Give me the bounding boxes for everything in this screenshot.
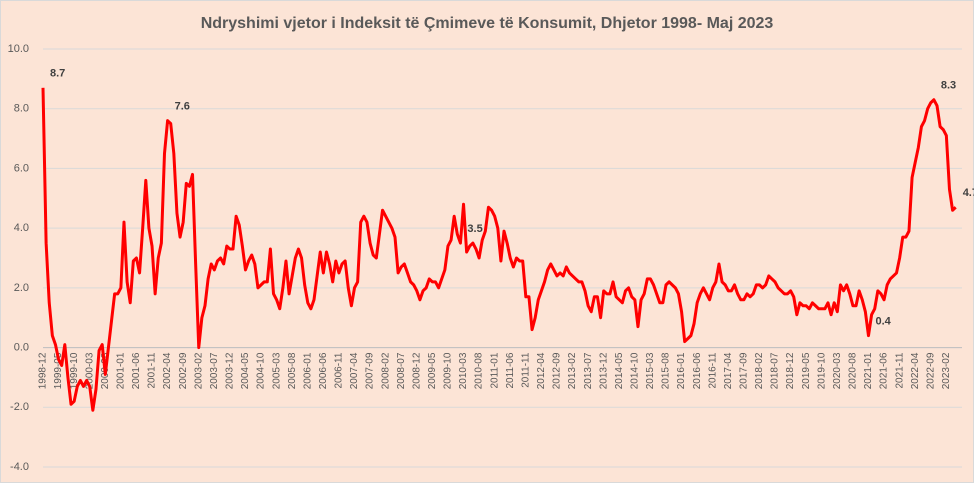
data-label: 8.7 (50, 68, 65, 80)
x-tick-label: 2004-05 (240, 352, 251, 389)
x-tick-label: 2008-07 (396, 352, 407, 389)
data-label: 4.7 (963, 187, 974, 199)
x-tick-label: 2018-07 (770, 352, 781, 389)
x-tick-label: 2004-10 (256, 352, 267, 389)
data-label: 8.3 (941, 80, 956, 92)
x-tick-label: 2011-11 (520, 352, 531, 388)
x-tick-label: 2020-08 (848, 352, 859, 389)
data-label: 7.6 (175, 101, 190, 113)
x-tick-label: 2010-03 (458, 352, 469, 389)
data-label: 0.4 (875, 316, 891, 328)
x-tick-label: 2001-06 (131, 352, 142, 389)
x-tick-label: 2016-06 (692, 352, 703, 389)
x-tick-label: 2001-01 (116, 352, 127, 389)
x-tick-label: 2019-05 (801, 352, 812, 389)
x-tick-label: 2017-09 (739, 352, 750, 389)
x-tick-label: 1999-10 (69, 352, 80, 389)
x-tick-label: 2003-12 (225, 352, 236, 389)
x-tick-label: 2013-07 (583, 352, 594, 389)
y-tick-label: -2.0 (10, 401, 29, 413)
x-tick-label: 2006-01 (302, 352, 313, 389)
x-tick-label: 2012-04 (536, 352, 547, 389)
x-tick-label: 2014-05 (614, 352, 625, 389)
x-tick-label: 2009-05 (427, 352, 438, 389)
x-tick-label: 2010-08 (474, 352, 485, 389)
x-tick-label: 2006-11 (334, 352, 345, 388)
x-tick-label: 1998-12 (38, 352, 49, 389)
x-tick-label: 2007-09 (365, 352, 376, 389)
x-tick-label: 2019-10 (816, 352, 827, 389)
y-tick-label: 8.0 (14, 103, 29, 115)
x-tick-label: 2013-12 (598, 352, 609, 389)
x-tick-label: 2021-01 (863, 352, 874, 389)
x-tick-label: 2023-02 (941, 352, 952, 389)
chart-title: Ndryshimi vjetor i Indeksit të Çmimeve t… (201, 15, 774, 32)
x-tick-label: 2016-01 (676, 352, 687, 389)
x-tick-label: 2008-02 (380, 352, 391, 389)
x-tick-label: 2021-06 (879, 352, 890, 389)
x-tick-label: 2022-04 (910, 352, 921, 389)
data-line (41, 87, 957, 412)
x-tick-label: 2017-04 (723, 352, 734, 389)
x-tick-label: 2020-03 (832, 352, 843, 389)
x-tick-label: 2000-03 (84, 352, 95, 389)
x-tick-label: 2014-10 (629, 352, 640, 389)
x-tick-label: 2011-01 (489, 352, 500, 388)
data-label: 3.5 (467, 223, 482, 235)
y-tick-label: 0.0 (14, 341, 29, 353)
y-tick-label: 4.0 (14, 222, 29, 234)
x-tick-label: 2009-10 (443, 352, 454, 389)
x-tick-label: 2002-04 (162, 352, 173, 389)
x-tick-label: 2003-07 (209, 352, 220, 389)
x-tick-label: 1999-05 (53, 352, 64, 389)
x-tick-label: 2001-11 (147, 352, 158, 388)
x-tick-label: 2003-02 (193, 352, 204, 389)
x-tick-label: 2018-12 (785, 352, 796, 389)
x-tick-label: 2005-08 (287, 352, 298, 389)
x-tick-label: 2005-03 (271, 352, 282, 389)
x-tick-label: 2008-12 (411, 352, 422, 389)
y-tick-label: 10.0 (8, 43, 29, 55)
x-tick-label: 2011-06 (505, 352, 516, 388)
x-tick-label: 2006-06 (318, 352, 329, 389)
y-tick-label: -4.0 (10, 461, 29, 473)
x-tick-label: 2002-09 (178, 352, 189, 389)
x-tick-label: 2022-09 (925, 352, 936, 389)
x-tick-label: 2015-03 (645, 352, 656, 389)
y-tick-label: 2.0 (14, 282, 29, 294)
x-tick-label: 2018-02 (754, 352, 765, 389)
x-tick-label: 2021-11 (894, 352, 905, 388)
x-tick-label: 2007-04 (349, 352, 360, 389)
y-tick-label: 6.0 (14, 162, 29, 174)
x-tick-label: 2013-02 (567, 352, 578, 389)
x-tick-label: 2012-09 (552, 352, 563, 389)
x-tick-label: 2015-08 (661, 352, 672, 389)
x-tick-label: 2016-11 (707, 352, 718, 388)
